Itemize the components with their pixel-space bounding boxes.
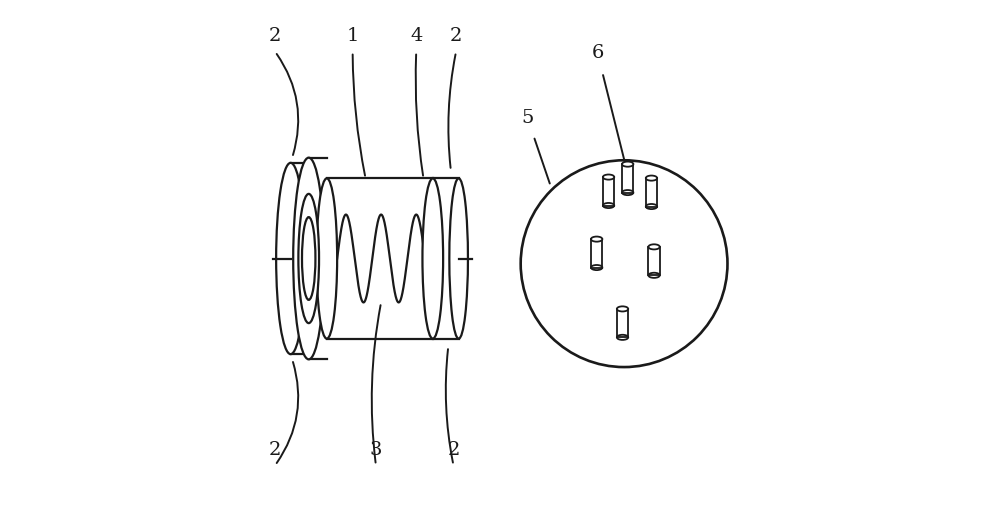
Text: 2: 2 (269, 441, 281, 459)
Text: 1: 1 (346, 27, 359, 45)
Ellipse shape (449, 178, 468, 339)
Bar (603, 177, 614, 205)
Ellipse shape (422, 178, 443, 339)
Ellipse shape (591, 237, 602, 241)
Text: 5: 5 (521, 109, 534, 127)
Bar (617, 309, 628, 338)
Ellipse shape (316, 178, 337, 339)
Text: 3: 3 (370, 441, 382, 459)
Text: 2: 2 (447, 441, 460, 459)
Text: 6: 6 (592, 44, 604, 62)
Ellipse shape (298, 194, 319, 323)
Text: 4: 4 (410, 27, 422, 45)
Ellipse shape (293, 158, 324, 359)
Text: 2: 2 (269, 27, 281, 45)
Ellipse shape (646, 176, 657, 180)
Ellipse shape (648, 245, 660, 249)
Bar (648, 247, 660, 275)
Ellipse shape (276, 163, 305, 354)
Text: 2: 2 (450, 27, 462, 45)
Bar (591, 239, 602, 268)
Bar (622, 164, 633, 192)
Bar (646, 178, 657, 206)
Ellipse shape (617, 307, 628, 311)
Ellipse shape (622, 162, 633, 166)
Ellipse shape (603, 175, 614, 179)
